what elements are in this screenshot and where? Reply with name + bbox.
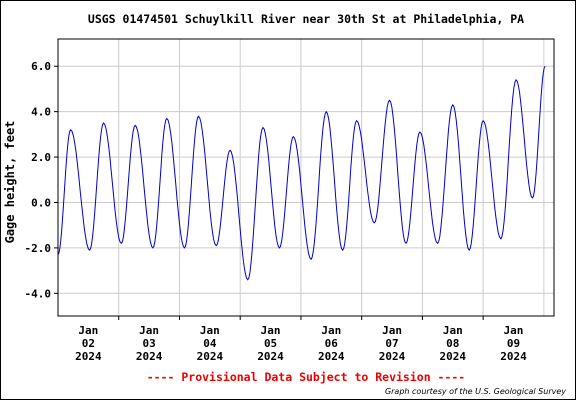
y-axis-ticks: -4.0 -2.0 0.0 2.0 4.0 6.0	[25, 60, 58, 300]
x-tick-label: 2024	[500, 350, 527, 363]
x-tick-label: 2024	[318, 350, 345, 363]
x-tick-label: 04	[203, 337, 217, 350]
x-tick-label: 08	[446, 337, 459, 350]
x-tick-label: 09	[507, 337, 520, 350]
usgs-credit: Graph courtesy of the U.S. Geological Su…	[385, 387, 566, 396]
y-tick-label: 2.0	[31, 151, 51, 164]
grid-lines	[58, 39, 554, 316]
x-tick-label: Jan	[139, 324, 159, 337]
x-tick-label: Jan	[382, 324, 402, 337]
x-tick-label: 2024	[379, 350, 406, 363]
series-layer	[57, 65, 546, 281]
y-tick-label: 4.0	[31, 106, 51, 119]
x-tick-label: 07	[385, 337, 398, 350]
x-axis-ticks: Jan022024Jan032024Jan042024Jan052024Jan0…	[75, 316, 527, 363]
x-tick-label: 2024	[75, 350, 102, 363]
x-tick-label: 03	[142, 337, 155, 350]
y-tick-label: -2.0	[25, 242, 52, 255]
chart-title: USGS 01474501 Schuylkill River near 30th…	[88, 12, 524, 26]
provisional-notice: ---- Provisional Data Subject to Revisio…	[147, 370, 466, 384]
x-tick-label: 2024	[257, 350, 284, 363]
x-tick-label: Jan	[443, 324, 463, 337]
x-tick-label: 02	[82, 337, 95, 350]
x-tick-label: 2024	[440, 350, 467, 363]
x-tick-label: Jan	[200, 324, 220, 337]
x-tick-label: Jan	[321, 324, 341, 337]
x-tick-label: 2024	[197, 350, 224, 363]
x-tick-label: 05	[264, 337, 277, 350]
x-tick-label: Jan	[78, 324, 98, 337]
x-tick-label: Jan	[504, 324, 524, 337]
y-tick-label: 0.0	[31, 196, 51, 209]
plot-area	[57, 38, 555, 317]
x-tick-label: 06	[325, 337, 339, 350]
y-tick-label: 6.0	[31, 60, 51, 73]
gage-height-series-line	[57, 65, 546, 281]
y-axis-label: Gage height, feet	[3, 121, 17, 244]
x-tick-label: Jan	[261, 324, 281, 337]
x-tick-label: 2024	[136, 350, 163, 363]
y-tick-label: -4.0	[25, 287, 52, 300]
